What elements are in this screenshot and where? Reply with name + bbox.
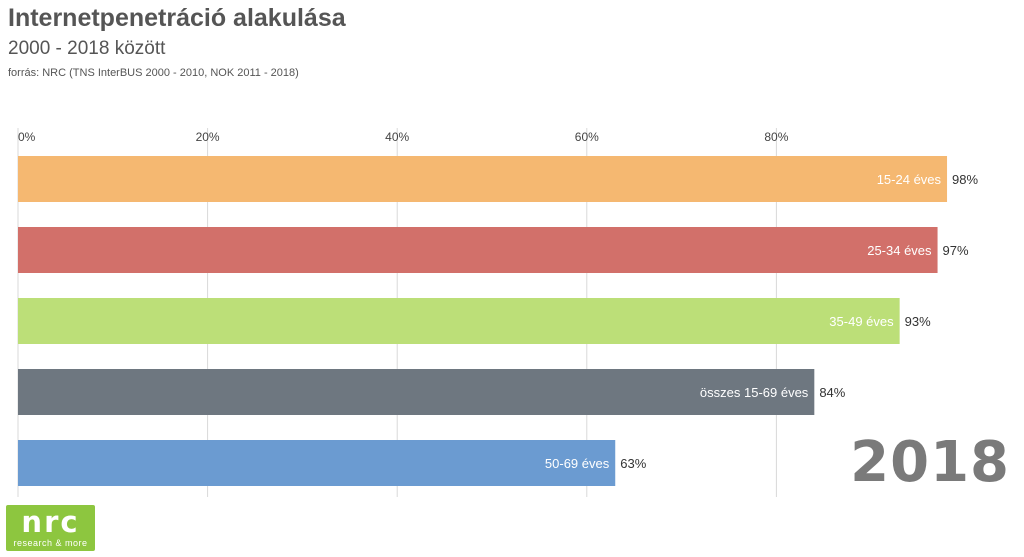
nrc-logo: nrc research & more bbox=[6, 505, 95, 551]
bar bbox=[18, 227, 938, 273]
bar-value-label: 63% bbox=[620, 456, 646, 471]
x-tick-label: 20% bbox=[196, 130, 220, 144]
bar bbox=[18, 156, 948, 202]
bar-category-label: 15-24 éves bbox=[877, 172, 942, 187]
x-tick-label: 40% bbox=[385, 130, 409, 144]
source-note: forrás: NRC (TNS InterBUS 2000 - 2010, N… bbox=[8, 67, 299, 79]
bar-value-label: 84% bbox=[819, 385, 845, 400]
bar bbox=[18, 298, 900, 344]
logo-wordmark: nrc bbox=[21, 505, 80, 539]
bar-value-label: 98% bbox=[952, 172, 978, 187]
logo-tagline: research & more bbox=[13, 538, 88, 548]
bar-value-label: 97% bbox=[943, 243, 969, 258]
x-tick-label: 80% bbox=[764, 130, 788, 144]
bar-value-label: 93% bbox=[905, 314, 931, 329]
chart-subtitle: 2000 - 2018 között bbox=[8, 38, 166, 59]
bar bbox=[18, 369, 815, 415]
bar-category-label: 50-69 éves bbox=[545, 456, 610, 471]
chart-title: Internetpenetráció alakulása bbox=[8, 4, 346, 32]
bar-category-label: összes 15-69 éves bbox=[700, 385, 809, 400]
bar-category-label: 35-49 éves bbox=[829, 314, 894, 329]
x-tick-label: 60% bbox=[575, 130, 599, 144]
x-tick-label: 0% bbox=[18, 130, 36, 144]
year-label: 2018 bbox=[850, 430, 1010, 495]
bar-category-label: 25-34 éves bbox=[867, 243, 932, 258]
bar bbox=[18, 440, 616, 486]
